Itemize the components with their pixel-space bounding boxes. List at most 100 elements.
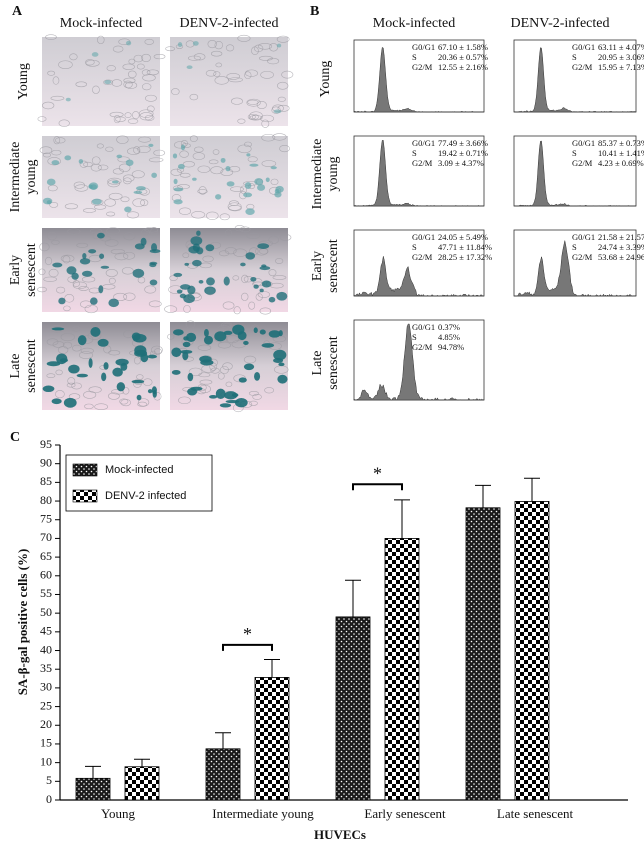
y-tick-label: 35 <box>40 661 52 675</box>
stained-cell <box>81 270 93 277</box>
stained-cell <box>66 266 77 275</box>
cell <box>53 136 61 145</box>
stained-cell <box>125 40 132 46</box>
cell <box>99 235 112 242</box>
stained-cell <box>273 109 282 114</box>
cell <box>179 207 192 215</box>
stained-cell <box>88 249 97 254</box>
stained-cell <box>98 285 104 294</box>
cell <box>197 165 211 173</box>
cell <box>217 325 231 333</box>
stained-cell <box>140 237 147 246</box>
cell <box>136 63 145 70</box>
cell <box>105 269 118 277</box>
column-header: DENV-2-infected <box>179 16 278 31</box>
stained-cell <box>65 97 71 102</box>
histogram-frame <box>353 229 485 297</box>
histogram-frame <box>353 135 485 207</box>
stained-cell <box>71 272 79 280</box>
cell <box>234 225 245 232</box>
cell <box>72 281 87 290</box>
bar <box>124 766 160 801</box>
stained-cell <box>254 178 264 186</box>
y-tick-label: 20 <box>40 717 52 731</box>
cell <box>207 39 217 49</box>
stained-cell <box>253 327 258 334</box>
cell <box>225 44 235 52</box>
stat-label: S <box>412 52 417 62</box>
cell <box>146 69 160 76</box>
stained-cell <box>278 330 283 337</box>
cell <box>144 114 155 121</box>
stained-cell <box>223 276 230 286</box>
cell <box>255 293 263 301</box>
cell <box>174 141 187 149</box>
cell <box>197 189 208 194</box>
cell <box>193 53 206 61</box>
cell <box>164 305 178 313</box>
stained-cell <box>183 294 195 304</box>
cell <box>222 322 232 331</box>
cell <box>182 252 190 258</box>
cell <box>249 115 263 121</box>
cell <box>256 100 267 109</box>
cell <box>230 186 244 192</box>
cell <box>177 184 190 190</box>
cell <box>105 146 114 152</box>
cell <box>106 211 116 217</box>
cell <box>55 390 65 399</box>
histogram-area <box>513 47 637 113</box>
stained-cell <box>88 184 93 189</box>
cell <box>124 112 132 118</box>
stained-cell <box>232 324 245 335</box>
column-header: Mock-infected <box>60 16 142 31</box>
cell <box>226 73 241 80</box>
stained-cell <box>76 373 89 378</box>
x-tick-label: Late senescent <box>497 806 574 821</box>
cell <box>188 367 203 377</box>
stained-cell <box>91 198 102 205</box>
cell <box>123 292 136 301</box>
cell <box>58 60 73 70</box>
row-label: Late <box>310 351 325 376</box>
cell <box>75 81 87 88</box>
cell <box>243 355 257 364</box>
stat-label: S <box>412 332 417 342</box>
stat-label: G0/G1 <box>412 232 435 242</box>
stained-cell <box>108 298 120 308</box>
cell <box>39 242 50 252</box>
stained-cell <box>88 358 93 368</box>
micrograph <box>39 135 166 219</box>
stained-cell <box>234 397 248 408</box>
cell <box>94 204 107 210</box>
stained-cell <box>134 345 147 356</box>
stat-value: 0.37% <box>438 322 460 332</box>
stained-cell <box>91 52 99 57</box>
stained-cell <box>46 178 56 186</box>
row-label: senescent <box>326 336 341 390</box>
cell <box>272 275 287 280</box>
cell <box>113 292 128 301</box>
cell <box>103 79 114 85</box>
significance-mark: * <box>243 624 252 644</box>
stained-cell <box>51 160 60 166</box>
stained-cell <box>275 185 284 193</box>
cell <box>144 38 155 45</box>
cell <box>148 157 164 163</box>
stained-cell <box>100 265 110 269</box>
cell <box>90 163 102 172</box>
micrograph <box>37 226 162 314</box>
stat-label: G0/G1 <box>412 322 435 332</box>
stained-cell <box>186 65 193 70</box>
cell <box>80 347 94 354</box>
cell <box>127 70 137 79</box>
stat-value: 24.05 ± 5.49% <box>438 232 488 242</box>
cell <box>37 116 47 122</box>
cell <box>233 248 248 257</box>
stained-cell <box>51 327 65 331</box>
cell <box>214 76 229 85</box>
y-tick-label: 55 <box>40 586 52 600</box>
cell <box>38 268 46 276</box>
histogram-frame <box>353 39 485 113</box>
histogram-area <box>353 47 485 113</box>
